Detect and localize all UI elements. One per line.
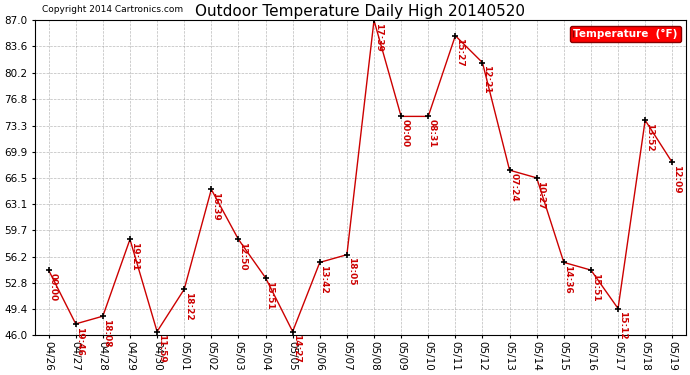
Text: 14:36: 14:36 <box>564 265 573 294</box>
Text: 13:52: 13:52 <box>645 123 654 152</box>
Text: Copyright 2014 Cartronics.com: Copyright 2014 Cartronics.com <box>41 5 183 14</box>
Text: 17:39: 17:39 <box>374 23 383 52</box>
Legend: Temperature  (°F): Temperature (°F) <box>570 26 680 42</box>
Text: 00:00: 00:00 <box>401 119 410 147</box>
Text: 19:21: 19:21 <box>130 242 139 271</box>
Text: 11:59: 11:59 <box>157 334 166 363</box>
Text: 15:12: 15:12 <box>618 311 627 340</box>
Text: 15:51: 15:51 <box>265 280 274 309</box>
Text: 07:24: 07:24 <box>509 173 518 202</box>
Text: 18:05: 18:05 <box>346 258 355 286</box>
Text: 15:51: 15:51 <box>591 273 600 302</box>
Text: 13:42: 13:42 <box>319 265 328 294</box>
Title: Outdoor Temperature Daily High 20140520: Outdoor Temperature Daily High 20140520 <box>195 4 526 19</box>
Text: 14:27: 14:27 <box>293 334 302 363</box>
Text: 15:27: 15:27 <box>455 39 464 67</box>
Text: 18:22: 18:22 <box>184 292 193 321</box>
Text: 18:08: 18:08 <box>103 319 112 348</box>
Text: 12:50: 12:50 <box>238 242 247 271</box>
Text: 16:39: 16:39 <box>211 192 220 221</box>
Text: 00:00: 00:00 <box>48 273 57 301</box>
Text: 08:31: 08:31 <box>428 119 437 148</box>
Text: 10:27: 10:27 <box>536 181 545 209</box>
Text: 19:46: 19:46 <box>75 327 84 356</box>
Text: 12:21: 12:21 <box>482 65 491 94</box>
Text: 12:09: 12:09 <box>672 165 681 194</box>
